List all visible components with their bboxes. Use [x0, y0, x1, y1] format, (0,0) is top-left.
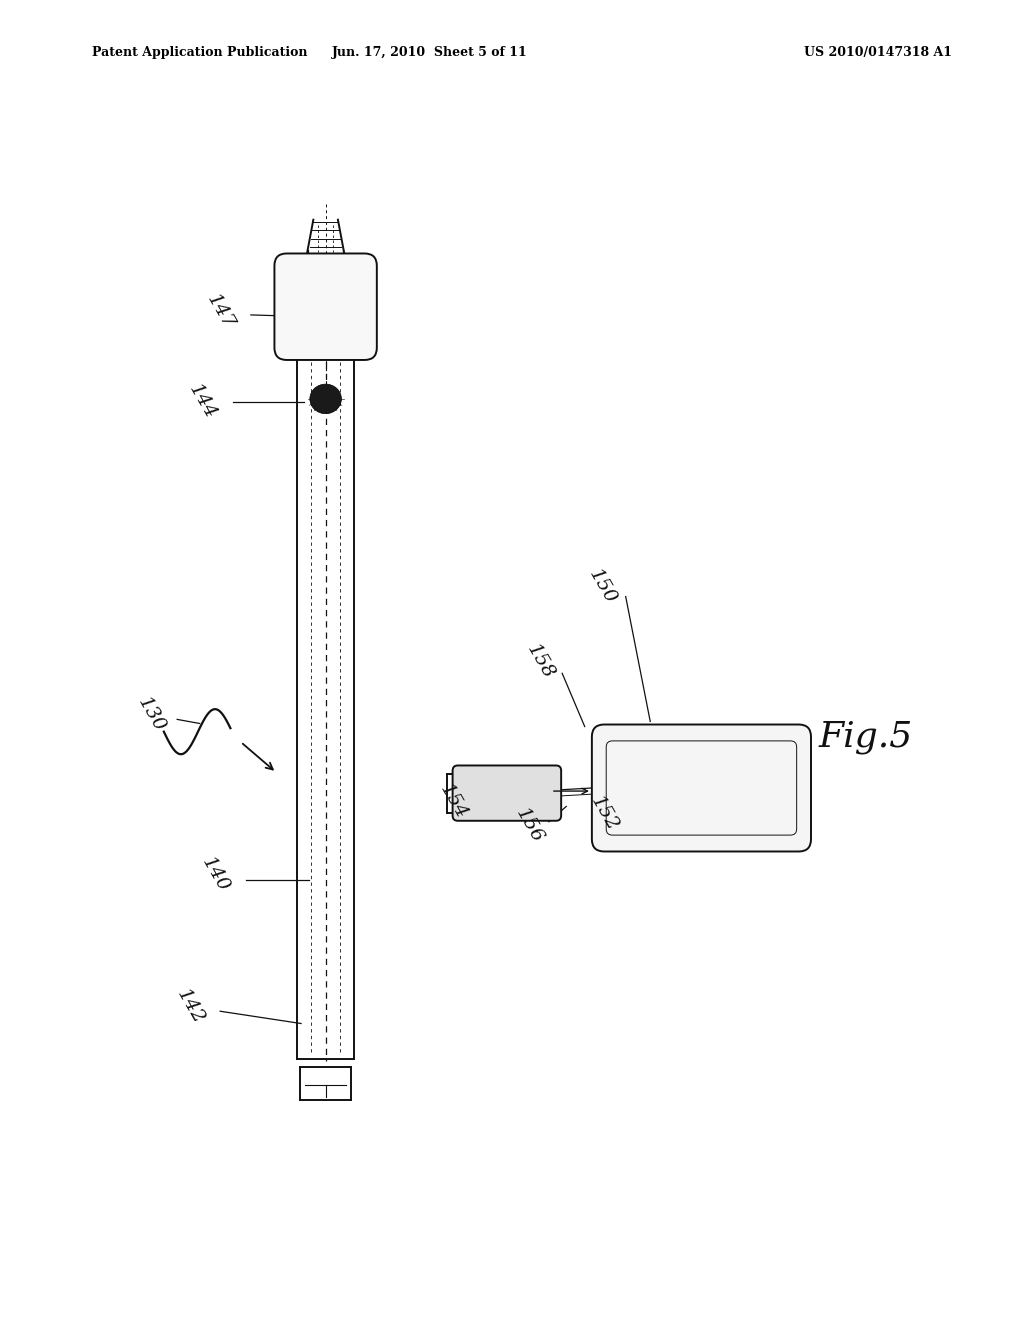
Text: 140: 140 [198, 854, 232, 895]
Text: 130: 130 [134, 694, 169, 735]
FancyBboxPatch shape [453, 766, 561, 821]
Text: 154: 154 [436, 780, 471, 822]
Text: 156: 156 [512, 805, 547, 846]
Text: 150: 150 [585, 566, 620, 607]
Text: 147: 147 [203, 292, 238, 333]
Text: Fig.5: Fig.5 [818, 719, 912, 754]
FancyBboxPatch shape [274, 253, 377, 360]
Text: US 2010/0147318 A1: US 2010/0147318 A1 [804, 46, 952, 59]
Text: 158: 158 [523, 642, 558, 682]
Text: 144: 144 [185, 381, 220, 422]
Text: Jun. 17, 2010  Sheet 5 of 11: Jun. 17, 2010 Sheet 5 of 11 [332, 46, 528, 59]
Text: 152: 152 [587, 793, 622, 834]
Text: 142: 142 [173, 986, 208, 1027]
Text: Patent Application Publication: Patent Application Publication [92, 46, 307, 59]
Ellipse shape [310, 384, 341, 413]
FancyBboxPatch shape [592, 725, 811, 851]
